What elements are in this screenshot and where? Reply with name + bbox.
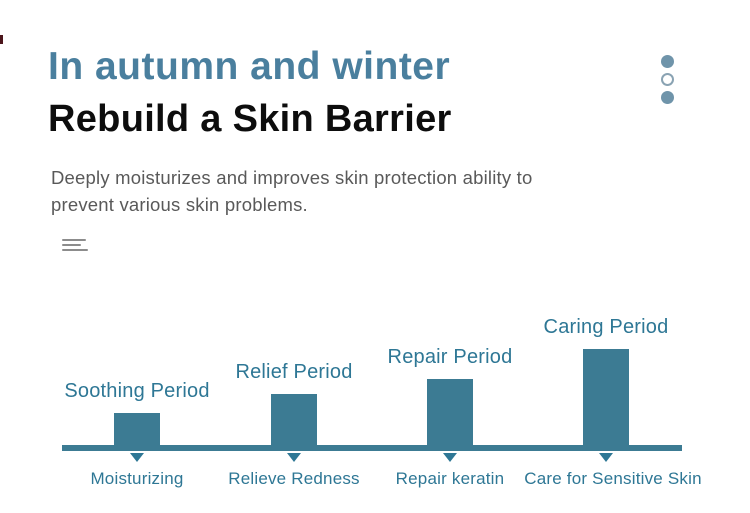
bar [114, 413, 160, 445]
carousel-dots [661, 55, 674, 104]
list-line [62, 239, 86, 241]
list-line [62, 244, 81, 246]
period-label: Soothing Period [64, 380, 210, 402]
bar [271, 394, 317, 445]
headline-main: Rebuild a Skin Barrier [48, 98, 452, 140]
bar [583, 349, 629, 445]
list-line [62, 249, 88, 251]
stage-label: Care for Sensitive Skin [524, 469, 702, 488]
arrow-down-icon [599, 453, 613, 462]
period-label: Caring Period [543, 316, 669, 338]
arrow-down-icon [443, 453, 457, 462]
timeline-axis [62, 445, 682, 451]
headline-accent: In autumn and winter [48, 45, 451, 88]
carousel-dot[interactable] [661, 73, 674, 86]
bar [427, 379, 473, 445]
period-label: Repair Period [387, 346, 513, 368]
period-label: Relief Period [235, 361, 353, 383]
stage-label: Repair keratin [395, 469, 505, 488]
arrow-down-icon [130, 453, 144, 462]
list-lines-icon [62, 239, 88, 251]
description: Deeply moisturizes and improves skin pro… [51, 164, 533, 218]
carousel-dot[interactable] [661, 55, 674, 68]
description-line-1: Deeply moisturizes and improves skin pro… [51, 167, 533, 188]
edge-artifact [0, 35, 3, 44]
stage-label: Moisturizing [90, 469, 184, 488]
stage-label: Relieve Redness [228, 469, 360, 488]
description-line-2: prevent various skin problems. [51, 194, 308, 215]
arrow-down-icon [287, 453, 301, 462]
carousel-dot[interactable] [661, 91, 674, 104]
